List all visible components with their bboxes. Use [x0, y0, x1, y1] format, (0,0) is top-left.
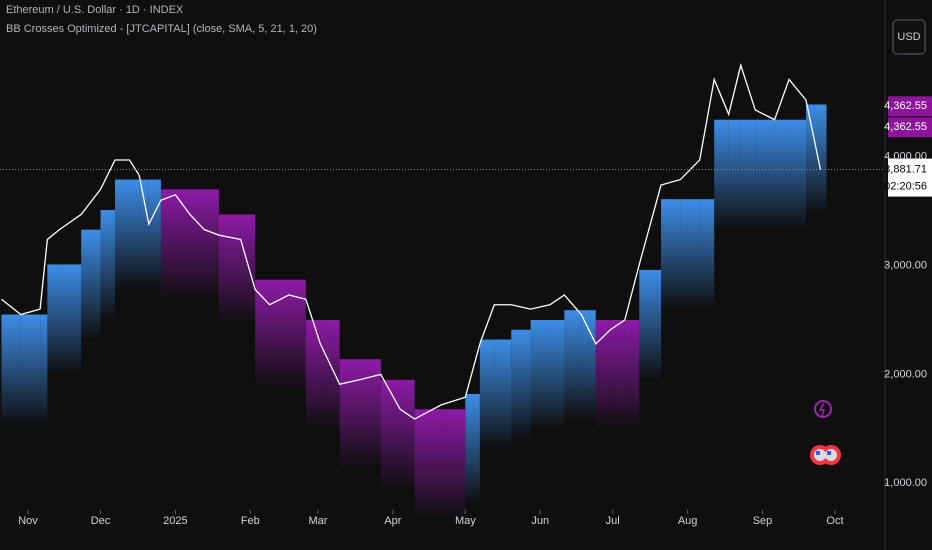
band-segment — [789, 119, 806, 230]
band-segment — [414, 409, 442, 520]
band-segment — [530, 319, 550, 430]
band-segment — [240, 214, 256, 325]
y-tick-label: 2,000.00 — [884, 368, 927, 380]
currency-button[interactable] — [892, 19, 926, 55]
band-segment — [40, 314, 48, 425]
band-segment — [339, 359, 360, 470]
band-segment — [288, 279, 306, 390]
band-segment — [714, 119, 729, 230]
band-segment — [564, 310, 582, 421]
band-segment — [218, 214, 241, 325]
band-segment — [189, 189, 205, 300]
chart-title: Ethereum / U.S. Dollar · 1D · INDEX — [6, 4, 184, 16]
band-segment — [740, 119, 756, 230]
x-tick-label: Mar — [308, 515, 327, 527]
band-segment — [1, 314, 21, 425]
band-segment — [175, 189, 190, 300]
band-segment — [380, 379, 401, 490]
band-segment — [269, 279, 289, 390]
band-segment — [400, 379, 415, 490]
price-tag — [888, 117, 932, 138]
band-segment — [20, 314, 41, 425]
band-segment — [320, 319, 340, 430]
band-segment — [47, 264, 60, 375]
band-segment — [680, 199, 700, 310]
band-segment — [139, 179, 149, 290]
band-segment — [305, 319, 321, 430]
price-tag-label: 3,881.71 — [884, 164, 927, 176]
y-tick-label: 1,000.00 — [884, 477, 927, 489]
band-segment — [204, 189, 219, 300]
x-tick-label: Dec — [91, 515, 111, 527]
band-segment — [805, 104, 821, 215]
band-segment — [81, 229, 101, 340]
x-tick-label: Apr — [384, 515, 401, 527]
indicator-label: BB Crosses Optimized - [JTCAPITAL] (clos… — [6, 23, 317, 35]
band-segment — [59, 264, 82, 375]
band-segment — [549, 319, 565, 430]
band-segment — [661, 199, 681, 310]
x-tick-label: Oct — [826, 515, 843, 527]
x-tick-label: 2025 — [163, 515, 187, 527]
band-segment — [610, 319, 625, 430]
band-segment — [255, 279, 270, 390]
alert-icon — [814, 400, 832, 418]
price-line — [1, 62, 822, 420]
x-tick-label: Sep — [753, 515, 773, 527]
band-segment — [148, 179, 161, 290]
band-segment — [511, 329, 531, 440]
band-segment — [820, 104, 827, 215]
flag-icon — [810, 445, 841, 465]
x-tick-label: Jun — [531, 515, 549, 527]
price-tag-label: 4,362.55 — [884, 100, 927, 112]
band-segment — [494, 339, 512, 450]
price-tag-label: 4,362.55 — [884, 121, 927, 133]
x-tick-label: Jul — [606, 515, 620, 527]
y-tick-label: 3,000.00 — [884, 259, 927, 271]
band-segment — [624, 319, 640, 430]
band-segment — [774, 119, 790, 230]
band-segment — [129, 179, 140, 290]
band-segment — [639, 269, 662, 380]
band-segment — [699, 199, 715, 310]
countdown: 02:20:56 — [884, 181, 927, 193]
x-tick-label: Nov — [18, 515, 38, 527]
x-tick-label: Feb — [241, 515, 260, 527]
band-segment — [359, 359, 381, 470]
band-segment — [479, 339, 495, 450]
band-segment — [465, 393, 480, 504]
currency[interactable]: USD — [897, 31, 920, 43]
band-segment — [441, 409, 466, 520]
price-tag — [888, 96, 932, 117]
band-segment — [728, 119, 741, 230]
band-segment — [160, 189, 176, 300]
band-segment — [115, 179, 130, 290]
x-tick-label: Aug — [678, 515, 698, 527]
band-segment — [595, 319, 611, 430]
band-segment — [755, 119, 775, 230]
band-segment — [581, 310, 596, 421]
band-segment — [100, 210, 116, 321]
x-tick-label: May — [455, 515, 476, 527]
price-tag — [888, 158, 932, 197]
